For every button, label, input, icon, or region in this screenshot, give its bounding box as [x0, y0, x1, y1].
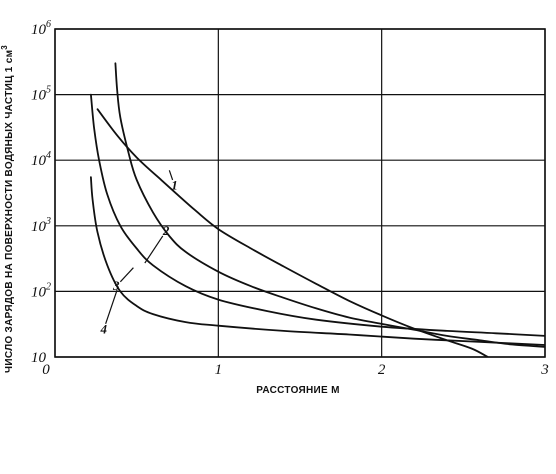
y-tick-exponent: 5: [46, 85, 51, 96]
curve-4: [90, 176, 545, 346]
curve-label-3: 3: [112, 278, 120, 293]
x-tick-label: 0: [42, 362, 50, 378]
y-tick-exponent: 2: [46, 281, 51, 292]
y-tick-label: 104: [31, 150, 51, 169]
y-tick-base: 10: [31, 153, 47, 169]
x-tick-label: 1: [215, 362, 223, 378]
curve-label-leader: [119, 267, 134, 283]
x-tick-label: 3: [540, 362, 549, 378]
curve-2: [114, 62, 545, 348]
plot-frame: [54, 28, 546, 358]
curve-label-2: 2: [162, 223, 170, 238]
grid-lines: [54, 28, 546, 358]
curve-label-4: 4: [99, 322, 107, 337]
y-tick-label: 103: [31, 216, 51, 235]
y-tick-label: 10: [31, 350, 47, 366]
y-tick-label: 102: [31, 281, 51, 300]
y-tick-exponent: 6: [46, 19, 51, 30]
y-axis-label-exponent: 3: [0, 45, 9, 50]
y-tick-label: 106: [31, 19, 51, 38]
y-tick-base: 10: [31, 22, 47, 38]
y-axis-label-text: ЧИСЛО ЗАРЯДОВ НА ПОВЕРХНОСТИ ВОДЯНЫХ ЧАС…: [4, 50, 15, 373]
curve-3: [90, 93, 545, 337]
curve-label-leader: [168, 170, 174, 181]
y-tick-base: 10: [31, 88, 47, 104]
curve-label-1: 1: [171, 178, 178, 193]
y-tick-exponent: 4: [46, 150, 51, 161]
x-axis-label: РАССТОЯНИЕ М: [256, 385, 339, 396]
curve-label-leader: [144, 235, 164, 264]
curve-label-leader: [105, 289, 118, 325]
plot-border: [54, 28, 546, 358]
y-tick-label: 105: [31, 85, 51, 104]
y-tick-base: 10: [31, 350, 47, 366]
y-tick-base: 10: [31, 284, 47, 300]
x-tick-labels: 0 1 2 3: [42, 362, 549, 378]
y-axis-label-group: ЧИСЛО ЗАРЯДОВ НА ПОВЕРХНОСТИ ВОДЯНЫХ ЧАС…: [0, 45, 15, 373]
x-tick-label: 2: [378, 362, 386, 378]
curve-labels: 1 2 3 4: [99, 170, 178, 337]
y-axis-label: ЧИСЛО ЗАРЯДОВ НА ПОВЕРХНОСТИ ВОДЯНЫХ ЧАС…: [0, 45, 15, 373]
y-tick-exponent: 3: [45, 216, 51, 227]
curve-1: [96, 108, 489, 357]
data-curves: [90, 62, 545, 357]
y-tick-base: 10: [31, 219, 47, 235]
